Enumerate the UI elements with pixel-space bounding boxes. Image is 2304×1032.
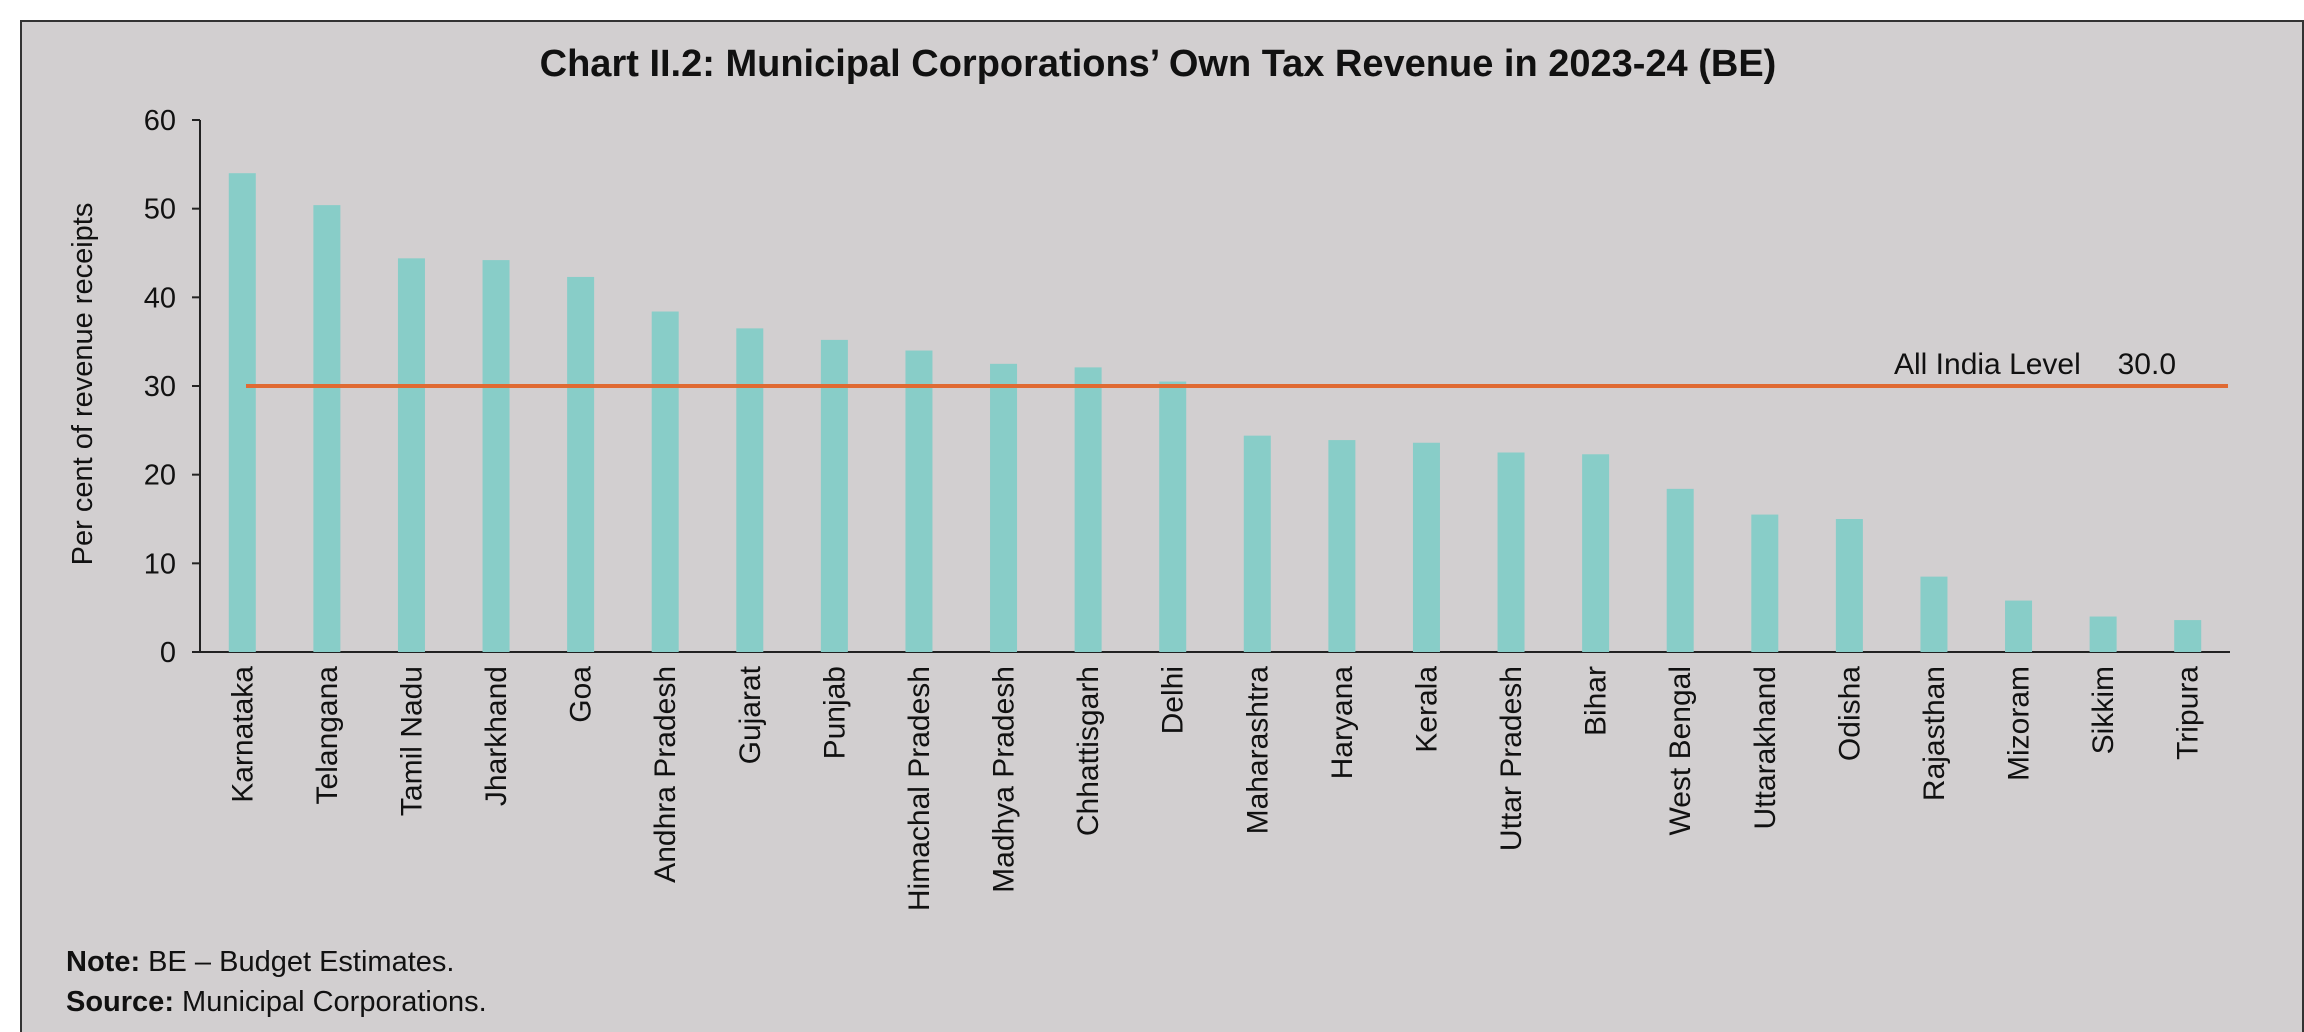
bar bbox=[1497, 452, 1525, 652]
y-ticks-group: 0 10 20 30 40 50 60 bbox=[144, 105, 200, 669]
y-tick-label: 40 bbox=[144, 282, 176, 314]
bar bbox=[736, 328, 764, 652]
bar bbox=[1159, 381, 1187, 652]
bar bbox=[1243, 435, 1271, 652]
y-tick-label: 60 bbox=[144, 105, 176, 137]
bar bbox=[1835, 519, 1863, 652]
reference-line-label: All India Level bbox=[1894, 348, 2081, 381]
note-label: Note: bbox=[66, 946, 141, 978]
category-label: Telangana bbox=[311, 666, 344, 805]
category-label: Delhi bbox=[1157, 666, 1190, 734]
category-label: Andhra Pradesh bbox=[649, 666, 682, 883]
bars-group bbox=[228, 173, 2202, 652]
bar bbox=[1666, 488, 1694, 652]
bar bbox=[905, 350, 933, 652]
category-label: Tripura bbox=[2172, 666, 2205, 760]
source-label: Source: bbox=[66, 986, 174, 1018]
bar bbox=[990, 363, 1018, 652]
category-label: Tamil Nadu bbox=[395, 666, 428, 816]
category-label: Jharkhand bbox=[480, 666, 513, 806]
bar bbox=[567, 276, 595, 652]
category-label: Uttar Pradesh bbox=[1495, 666, 1528, 851]
bar bbox=[1412, 442, 1440, 652]
category-label: Madhya Pradesh bbox=[988, 666, 1021, 893]
bar bbox=[1074, 367, 1102, 652]
category-label: Goa bbox=[565, 666, 598, 723]
bar bbox=[651, 311, 679, 652]
category-label: Gujarat bbox=[734, 665, 767, 764]
y-tick-label: 30 bbox=[144, 371, 176, 403]
category-label: Kerala bbox=[1410, 666, 1443, 753]
category-label: Haryana bbox=[1326, 666, 1359, 780]
category-label: Karnataka bbox=[226, 666, 259, 803]
bar bbox=[397, 258, 425, 652]
category-label: Punjab bbox=[818, 666, 851, 759]
bar bbox=[1582, 454, 1610, 652]
bar bbox=[2089, 616, 2117, 652]
chart-frame: Chart II.2: Municipal Corporations’ Own … bbox=[20, 20, 2304, 1032]
note-line: Note: BE – Budget Estimates. bbox=[66, 946, 454, 979]
y-tick-label: 50 bbox=[144, 194, 176, 226]
category-label: Maharashtra bbox=[1241, 666, 1274, 835]
category-label: Odisha bbox=[1833, 666, 1866, 761]
bar bbox=[2174, 620, 2202, 652]
category-label: Bihar bbox=[1580, 666, 1613, 736]
category-label: Uttarakhand bbox=[1749, 666, 1782, 829]
bar bbox=[2005, 600, 2033, 652]
bar bbox=[313, 205, 341, 652]
y-tick-label: 10 bbox=[144, 548, 176, 580]
y-tick-label: 20 bbox=[144, 460, 176, 492]
y-axis-label: Per cent of revenue receipts bbox=[67, 203, 99, 566]
bar bbox=[228, 173, 256, 652]
category-label: Rajasthan bbox=[1918, 666, 1951, 801]
bar-chart: Chart II.2: Municipal Corporations’ Own … bbox=[67, 43, 2230, 911]
category-labels-group: Karnataka Telangana Tamil Nadu Jharkhand Goa… bbox=[226, 665, 2204, 911]
category-label: Sikkim bbox=[2087, 666, 2120, 754]
category-label: West Bengal bbox=[1664, 666, 1697, 836]
source-text: Municipal Corporations. bbox=[173, 986, 487, 1018]
reference-line-group: All India Level 30.0 bbox=[246, 348, 2228, 388]
bar bbox=[1920, 576, 1948, 652]
bar bbox=[1328, 440, 1356, 652]
source-line: Source: Municipal Corporations. bbox=[66, 986, 487, 1019]
y-tick-label: 0 bbox=[160, 637, 176, 669]
bar bbox=[820, 339, 848, 652]
reference-line-value: 30.0 bbox=[2118, 348, 2176, 381]
note-text: BE – Budget Estimates. bbox=[140, 946, 455, 978]
category-label: Himachal Pradesh bbox=[903, 666, 936, 911]
bar bbox=[1751, 514, 1779, 652]
category-label: Chhattisgarh bbox=[1072, 666, 1105, 836]
category-label: Mizoram bbox=[2003, 666, 2036, 781]
bar bbox=[482, 260, 510, 652]
chart-title: Chart II.2: Municipal Corporations’ Own … bbox=[540, 43, 1777, 85]
